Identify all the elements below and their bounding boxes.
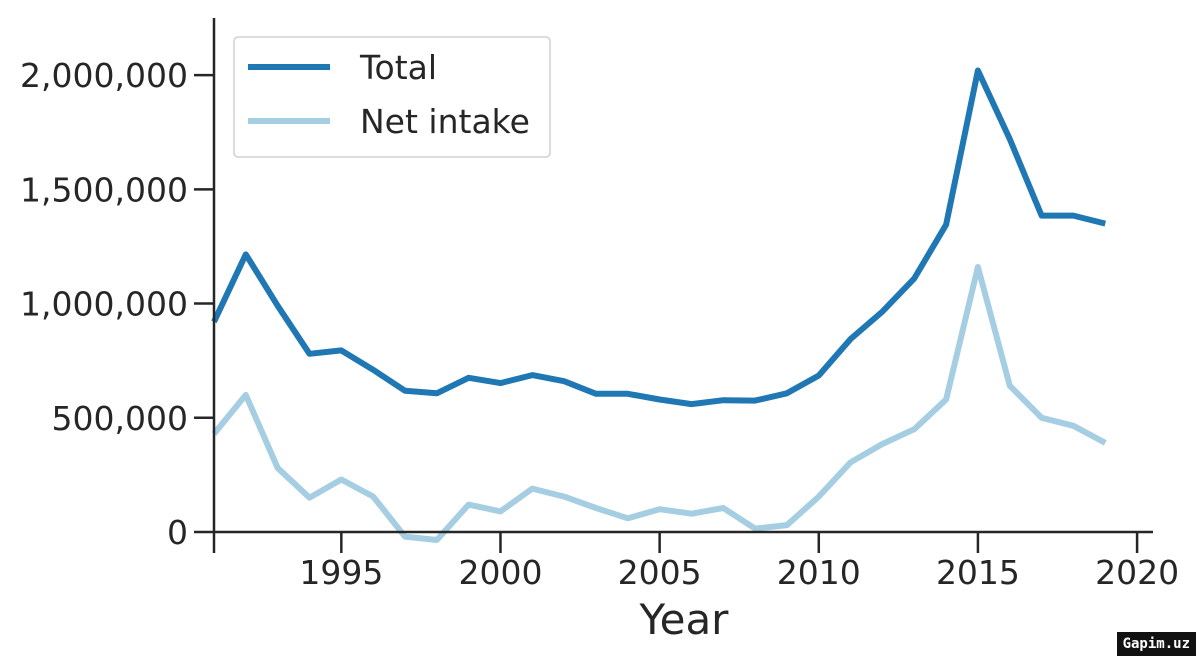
x-tick-label: 2020	[1095, 553, 1179, 592]
axes	[212, 18, 1153, 534]
x-tick-label: 2010	[777, 553, 861, 592]
series-line-net-intake	[211, 264, 1107, 543]
legend-label: Total	[359, 48, 437, 87]
x-tick-label: 2005	[618, 553, 702, 592]
legend-label: Net intake	[360, 102, 530, 141]
y-tick-label: 1,000,000	[20, 285, 188, 324]
y-axis-ticks: 0 500,000 1,000,000 1,500,000 2,000,000	[20, 56, 214, 552]
x-tick-label: 2000	[458, 553, 542, 592]
series-line-total	[211, 67, 1107, 408]
y-tick-label: 0	[167, 513, 188, 552]
legend: Total Net intake	[233, 36, 551, 158]
y-tick-label: 500,000	[52, 399, 188, 438]
x-tick-label: 2015	[936, 553, 1020, 592]
x-axis-ticks: 1995 2000 2005 2010 2015 2020	[212, 532, 1179, 592]
y-tick-label: 1,500,000	[20, 170, 188, 209]
series-lines	[211, 67, 1107, 543]
watermark: Gapim.uz	[1116, 632, 1196, 656]
x-tick-label: 1995	[299, 553, 383, 592]
x-axis-title: Year	[639, 595, 730, 644]
y-tick-label: 2,000,000	[20, 56, 188, 95]
